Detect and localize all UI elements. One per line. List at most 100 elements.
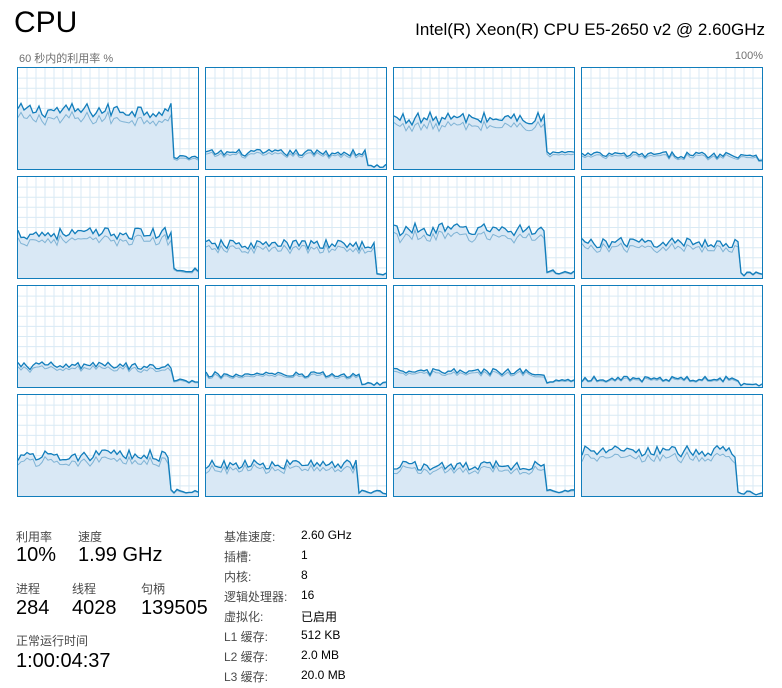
utilization-graph-svg <box>582 395 762 496</box>
kernel-time-line <box>18 110 198 161</box>
logical-processor-graph-4[interactable] <box>17 176 199 279</box>
handles-value: 139505 <box>141 597 208 619</box>
spec-value: 已启用 <box>301 610 338 624</box>
spec-row-l3-cache: L3 缓存: 20.0 MB <box>224 668 484 686</box>
logical-processor-graph-2[interactable] <box>393 67 575 170</box>
utilization-graph-svg <box>394 68 574 169</box>
kernel-time-line <box>582 153 762 163</box>
utilization-graph-svg <box>18 68 198 169</box>
spec-value: 2.60 GHz <box>301 528 352 542</box>
kernel-time-line <box>582 376 762 387</box>
utilization-graph-svg <box>206 286 386 387</box>
logical-processor-graphs[interactable] <box>17 67 763 499</box>
spec-value: 16 <box>301 588 315 602</box>
utilization-area <box>582 445 762 496</box>
utilization-value: 10% <box>16 544 57 566</box>
utilization-graph-svg <box>18 177 198 278</box>
utilization-area <box>18 450 198 496</box>
utilization-area <box>394 112 574 169</box>
spec-label: 虚拟化: <box>224 610 264 624</box>
utilization-line <box>394 110 574 156</box>
cpu-specs-panel: 基准速度: 2.60 GHz 插槽: 1 内核: 8 逻辑处理器: 16 虚拟化… <box>224 528 484 688</box>
spec-value: 1 <box>301 548 308 562</box>
utilization-label: 利用率 <box>16 530 53 544</box>
utilization-graph-svg <box>394 395 574 496</box>
utilization-graph-svg <box>582 68 762 169</box>
kernel-time-line <box>206 373 386 387</box>
logical-processor-graph-0[interactable] <box>17 67 199 170</box>
kernel-time-line <box>582 451 762 496</box>
utilization-line <box>582 375 762 387</box>
utilization-graph-svg <box>206 395 386 496</box>
logical-processor-graph-10[interactable] <box>393 285 575 388</box>
utilization-area <box>582 151 762 169</box>
spec-value: 20.0 MB <box>301 668 346 682</box>
utilization-graph-svg <box>582 177 762 278</box>
logical-processor-graph-7[interactable] <box>581 176 763 279</box>
kernel-time-line <box>18 364 198 384</box>
page-title: CPU <box>14 6 78 39</box>
utilization-area <box>582 376 762 387</box>
spec-row-sockets: 插槽: 1 <box>224 548 484 566</box>
spec-row-logical-processors: 逻辑处理器: 16 <box>224 588 484 606</box>
spec-row-cores: 内核: 8 <box>224 568 484 586</box>
cpu-model-name: Intel(R) Xeon(R) CPU E5-2650 v2 @ 2.60GH… <box>415 20 765 39</box>
speed-value: 1.99 GHz <box>78 544 163 566</box>
utilization-line <box>18 101 198 160</box>
utilization-graph-svg <box>582 286 762 387</box>
utilization-line <box>394 221 574 275</box>
processes-label: 进程 <box>16 582 41 596</box>
utilization-area <box>394 223 574 278</box>
kernel-time-line <box>394 118 574 158</box>
spec-label: L2 缓存: <box>224 650 269 664</box>
spec-value: 2.0 MB <box>301 648 340 662</box>
utilization-graph-svg <box>18 286 198 387</box>
utilization-graph-svg <box>18 395 198 496</box>
spec-row-base-speed: 基准速度: 2.60 GHz <box>224 528 484 546</box>
spec-row-l2-cache: L2 缓存: 2.0 MB <box>224 648 484 666</box>
utilization-line <box>394 367 574 384</box>
utilization-area <box>206 239 386 278</box>
spec-label: L3 缓存: <box>224 670 269 684</box>
threads-value: 4028 <box>72 597 117 619</box>
utilization-line <box>18 226 198 273</box>
spec-label: 逻辑处理器: <box>224 590 288 604</box>
spec-label: 基准速度: <box>224 530 276 544</box>
utilization-graph-svg <box>206 68 386 169</box>
utilization-line <box>206 458 386 495</box>
kernel-time-line <box>18 233 198 274</box>
utilization-area <box>394 461 574 496</box>
kernel-time-line <box>206 243 386 276</box>
logical-processor-graph-14[interactable] <box>393 394 575 497</box>
threads-label: 线程 <box>72 582 97 596</box>
utilization-line <box>582 150 762 162</box>
logical-processor-graph-11[interactable] <box>581 285 763 388</box>
utilization-line <box>206 237 386 276</box>
utilization-line <box>394 459 574 494</box>
speed-label: 速度 <box>78 530 103 544</box>
utilization-line <box>582 444 762 496</box>
spec-label: 插槽: <box>224 550 252 564</box>
logical-processor-graph-12[interactable] <box>17 394 199 497</box>
logical-processor-graph-9[interactable] <box>205 285 387 388</box>
logical-processor-graph-6[interactable] <box>393 176 575 279</box>
kernel-time-line <box>206 151 386 169</box>
spec-row-l1-cache: L1 缓存: 512 KB <box>224 628 484 646</box>
utilization-axis-max: 100% <box>734 50 763 62</box>
kernel-time-line <box>394 370 574 385</box>
kernel-time-line <box>582 242 762 277</box>
logical-processor-graph-3[interactable] <box>581 67 763 170</box>
utilization-line <box>18 448 198 494</box>
logical-processor-graph-5[interactable] <box>205 176 387 279</box>
logical-processor-graph-13[interactable] <box>205 394 387 497</box>
utilization-line <box>206 148 386 168</box>
spec-label: 内核: <box>224 570 252 584</box>
logical-processor-graph-8[interactable] <box>17 285 199 388</box>
spec-label: L1 缓存: <box>224 630 269 644</box>
cpu-stats-panel: 利用率 10% 速度 1.99 GHz 进程 284 线程 4028 句柄 13… <box>16 528 226 688</box>
utilization-line <box>206 370 386 387</box>
logical-processor-graph-15[interactable] <box>581 394 763 497</box>
logical-processor-graph-1[interactable] <box>205 67 387 170</box>
utilization-area <box>206 149 386 169</box>
utilization-graph-svg <box>394 177 574 278</box>
